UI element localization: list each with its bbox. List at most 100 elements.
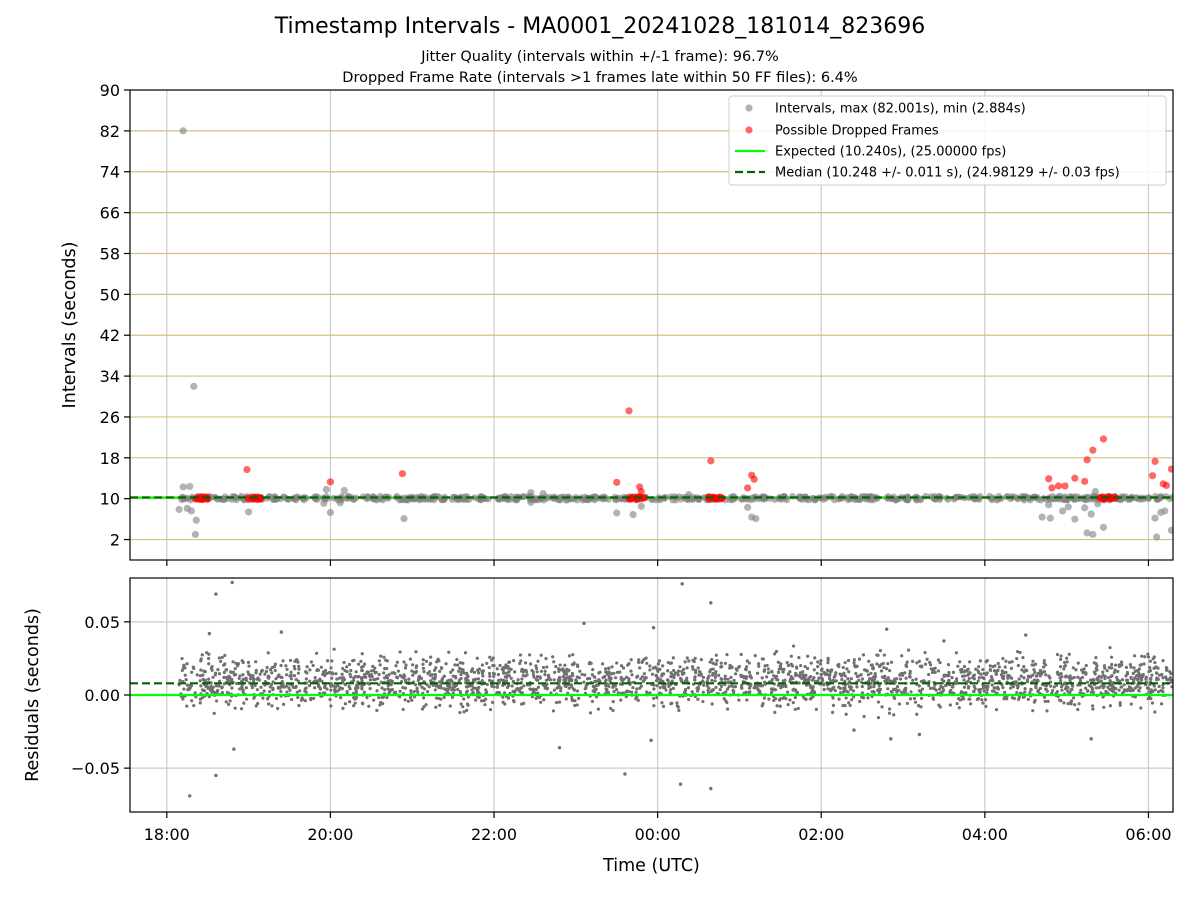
residual-point — [656, 662, 660, 666]
residual-point — [340, 672, 344, 676]
residual-point — [1139, 678, 1144, 682]
residual-point — [422, 670, 426, 674]
residual-point — [994, 672, 998, 676]
residual-point — [781, 670, 785, 674]
residual-point — [403, 686, 407, 690]
residual-point — [886, 687, 890, 691]
residual-point — [199, 668, 203, 672]
residual-point — [940, 677, 944, 682]
residual-point — [437, 685, 441, 690]
residual-point — [1071, 696, 1076, 700]
residual-point — [849, 677, 854, 681]
residual-point — [1043, 699, 1047, 703]
residual-point — [523, 661, 528, 665]
residual-point — [319, 665, 323, 669]
residual-point — [967, 685, 971, 689]
residual-point — [178, 678, 182, 683]
residual-point — [305, 671, 309, 675]
residual-point — [627, 662, 631, 666]
residual-point — [476, 677, 481, 681]
residual-point — [829, 679, 833, 683]
residual-point — [352, 704, 356, 708]
residual-point — [565, 667, 569, 671]
residual-point — [843, 703, 847, 708]
xtick-label: 04:00 — [962, 825, 1008, 844]
residual-point — [379, 654, 383, 658]
residual-point — [389, 682, 393, 686]
residual-point — [718, 687, 722, 692]
residual-point — [749, 682, 753, 686]
residual-point — [650, 672, 655, 676]
residual-point — [534, 666, 539, 671]
residual-point — [1151, 657, 1155, 661]
interval-point — [1091, 487, 1099, 496]
interval-point — [190, 382, 198, 390]
residual-point — [1155, 678, 1159, 682]
interval-point — [966, 494, 973, 501]
residual-point — [577, 676, 581, 680]
residual-point — [1076, 661, 1080, 665]
residual-point — [511, 698, 516, 703]
residual-point — [996, 661, 1000, 666]
interval-point — [1038, 513, 1046, 521]
residual-point — [274, 677, 278, 681]
residual-point — [475, 656, 479, 660]
residual-point — [1068, 677, 1072, 682]
residual-point — [186, 688, 190, 692]
residual-point — [240, 679, 244, 683]
residual-point — [341, 706, 345, 710]
residual-point — [682, 671, 686, 675]
residual-point — [972, 673, 977, 677]
residual-point — [642, 672, 647, 676]
residual-point — [803, 665, 807, 669]
residual-point — [373, 666, 377, 670]
residual-point — [296, 695, 300, 700]
residual-point — [658, 685, 662, 690]
residual-point — [747, 686, 752, 690]
residual-point — [889, 679, 893, 683]
residual-point — [1009, 666, 1014, 670]
residual-point — [231, 660, 235, 664]
residual-point — [850, 698, 854, 702]
residual-point — [192, 703, 196, 708]
residual-point — [1003, 690, 1007, 695]
residual-point — [496, 672, 500, 677]
residual-point — [1091, 707, 1095, 711]
residual-point — [728, 666, 732, 670]
xtick-label: 22:00 — [471, 825, 517, 844]
residual-point — [274, 696, 278, 701]
residual-point — [636, 674, 640, 678]
residual-point — [463, 651, 468, 655]
top-ytick-label: 2 — [110, 531, 120, 550]
residual-point — [816, 664, 820, 669]
residual-point — [719, 661, 723, 665]
residual-point — [1085, 680, 1090, 684]
residual-point — [846, 690, 850, 694]
residual-point — [825, 668, 830, 672]
residual-point — [458, 710, 462, 715]
residual-point — [846, 658, 851, 663]
residual-point — [1164, 675, 1168, 679]
residual-point — [356, 685, 360, 690]
residual-point — [289, 677, 293, 681]
residual-point — [1021, 655, 1025, 660]
residual-point — [362, 672, 367, 677]
interval-point — [1058, 507, 1067, 515]
residual-point — [413, 683, 418, 687]
residual-point — [652, 687, 656, 691]
residual-point — [864, 668, 868, 672]
dropped-frame-point — [625, 407, 633, 415]
residual-point — [1024, 668, 1028, 672]
residual-point — [889, 660, 894, 664]
residual-point — [1080, 668, 1084, 672]
top-ytick-label: 26 — [100, 408, 120, 427]
residual-point — [723, 677, 727, 681]
residual-point — [504, 671, 509, 675]
residual-point — [785, 660, 789, 665]
residual-point — [474, 698, 478, 702]
residual-point — [571, 674, 575, 678]
top-ytick-label: 50 — [100, 285, 120, 304]
dropped-frame-point — [1045, 475, 1053, 483]
interval-point — [1081, 504, 1089, 512]
residual-point — [459, 702, 463, 706]
